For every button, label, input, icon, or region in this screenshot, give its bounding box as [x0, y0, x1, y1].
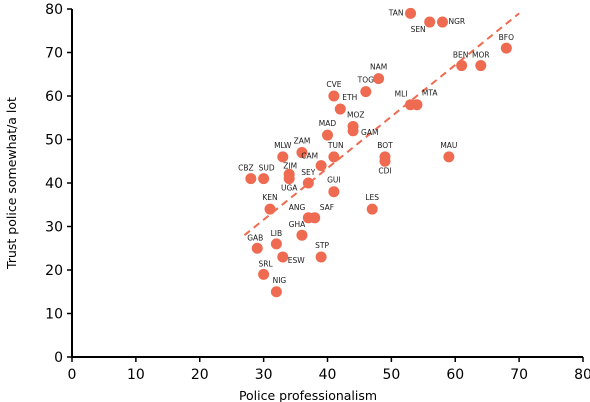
point-label-mta: MTA: [422, 89, 438, 98]
y-tick-label: 0: [54, 350, 63, 366]
point-label-les: LES: [365, 193, 379, 202]
data-point-esw: [277, 251, 289, 263]
point-label-mau: MAU: [440, 141, 457, 150]
data-point-ken: [264, 203, 276, 215]
point-label-cbz: CBZ: [238, 164, 254, 173]
data-point-sud: [258, 173, 270, 185]
point-label-bfo: BFO: [499, 33, 514, 42]
point-label-bot: BOT: [377, 141, 393, 150]
x-tick-label: 20: [191, 367, 209, 383]
y-tick-label: 10: [45, 307, 63, 323]
data-point-mta: [411, 99, 423, 111]
point-label-gui: GUI: [327, 176, 341, 185]
point-label-cve: CVE: [326, 80, 341, 89]
point-label-lib: LIB: [271, 229, 283, 238]
point-label-moz: MOZ: [347, 110, 365, 119]
data-point-saf: [309, 212, 321, 224]
data-point-mau: [443, 151, 455, 163]
x-tick-label: 80: [574, 367, 590, 383]
data-point-gab: [251, 242, 263, 254]
point-label-sud: SUD: [259, 164, 275, 173]
y-axis-title: Trust police somewhat/a lot: [4, 97, 19, 270]
point-label-saf: SAF: [320, 203, 334, 212]
data-point-mor: [475, 60, 487, 72]
x-tick-label: 10: [127, 367, 145, 383]
point-label-ang: ANG: [289, 203, 306, 212]
data-point-tog: [360, 86, 372, 98]
data-point-tun: [328, 151, 340, 163]
data-point-nam: [373, 73, 385, 85]
data-point-cbz: [245, 173, 257, 185]
x-axis-title: Police professionalism: [239, 388, 377, 402]
data-point-mad: [322, 129, 333, 141]
data-point-eth: [334, 103, 346, 115]
data-point-sey: [302, 177, 314, 189]
y-tick-label: 50: [45, 133, 63, 149]
point-label-cdi: CDI: [378, 166, 391, 175]
x-tick-label: 40: [319, 367, 337, 383]
point-label-mor: MOR: [472, 51, 490, 60]
data-point-cdi: [379, 155, 391, 167]
point-label-mlw: MLW: [274, 141, 292, 150]
y-tick-label: 60: [45, 89, 63, 105]
point-label-tun: TUN: [327, 141, 344, 150]
x-tick-label: 70: [510, 367, 528, 383]
data-point-cam: [315, 160, 327, 172]
point-label-ngr: NGR: [448, 17, 465, 26]
point-label-srl: SRL: [259, 259, 274, 268]
data-point-gha: [296, 229, 308, 241]
data-point-srl: [258, 268, 270, 280]
data-point-les: [366, 203, 378, 215]
point-label-stp: STP: [315, 241, 329, 250]
point-label-gam: GAM: [361, 128, 378, 137]
y-tick-label: 20: [45, 263, 63, 279]
data-point-ngr: [436, 16, 448, 28]
data-point-lib: [270, 238, 282, 250]
data-point-tan: [405, 7, 417, 19]
data-point-gam: [347, 125, 359, 137]
data-point-uga: [283, 173, 295, 185]
data-point-gui: [328, 186, 340, 198]
data-point-nig: [270, 286, 282, 298]
data-point-zam: [296, 147, 308, 159]
point-label-mli: MLI: [395, 90, 408, 99]
point-label-tan: TAN: [388, 8, 404, 17]
point-label-ken: KEN: [262, 193, 277, 202]
trend-line: [243, 12, 520, 236]
y-tick-label: 30: [45, 220, 63, 236]
x-tick-label: 30: [255, 367, 273, 383]
data-point-cve: [328, 90, 340, 102]
y-tick-label: 40: [45, 176, 63, 192]
point-label-gab: GAB: [247, 233, 263, 242]
point-label-zim: ZIM: [283, 161, 297, 170]
point-label-mad: MAD: [319, 119, 337, 128]
data-point-mlw: [277, 151, 289, 163]
data-point-stp: [315, 251, 327, 263]
data-point-ben: [456, 60, 468, 72]
x-tick-label: 50: [382, 367, 400, 383]
point-label-esw: ESW: [288, 256, 305, 265]
data-point-sen: [424, 16, 436, 28]
point-label-sen: SEN: [411, 25, 426, 34]
point-label-nig: NIG: [273, 276, 287, 285]
point-label-eth: ETH: [342, 93, 357, 102]
point-label-zam: ZAM: [294, 137, 311, 146]
point-label-cam: CAM: [301, 152, 318, 161]
point-label-nam: NAM: [370, 63, 387, 72]
y-tick-label: 80: [45, 2, 63, 18]
y-tick-label: 70: [45, 46, 63, 62]
point-label-uga: UGA: [281, 184, 298, 193]
x-tick-label: 60: [446, 367, 464, 383]
x-tick-label: 0: [68, 367, 77, 383]
point-label-gha: GHA: [289, 220, 306, 229]
data-point-bfo: [500, 42, 512, 54]
point-label-tog: TOG: [357, 76, 374, 85]
point-label-sey: SEY: [301, 168, 315, 177]
point-label-ben: BEN: [453, 51, 469, 60]
